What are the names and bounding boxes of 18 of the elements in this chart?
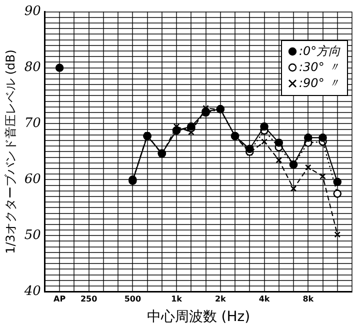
y-tick-label: 40: [23, 284, 41, 299]
legend-label: :90° 〃: [299, 75, 340, 92]
y-tick-label: 90: [24, 4, 41, 20]
y-tick-label: 80: [24, 60, 41, 76]
y-tick-label: 50: [24, 228, 41, 244]
x-axis-title: 中心周波数 (Hz): [146, 309, 250, 326]
legend-label: :30° 〃: [299, 59, 340, 76]
x-tick-label: 1k: [171, 294, 183, 304]
x-tick-label: 500: [124, 294, 142, 304]
y-axis-title: 1/3オクターブバンド音圧レベル (dB): [3, 50, 18, 254]
x-tick-label: 4k: [258, 294, 270, 304]
x-tick-label: 250: [80, 294, 98, 304]
y-tick-label: 70: [24, 116, 41, 132]
x-tick-label: 8k: [302, 294, 314, 304]
legend-label: :0°方向: [299, 43, 341, 60]
x-tick-label: 2k: [214, 294, 227, 304]
y-tick-label: 60: [24, 172, 41, 188]
x-tick-label: AP: [54, 294, 66, 304]
